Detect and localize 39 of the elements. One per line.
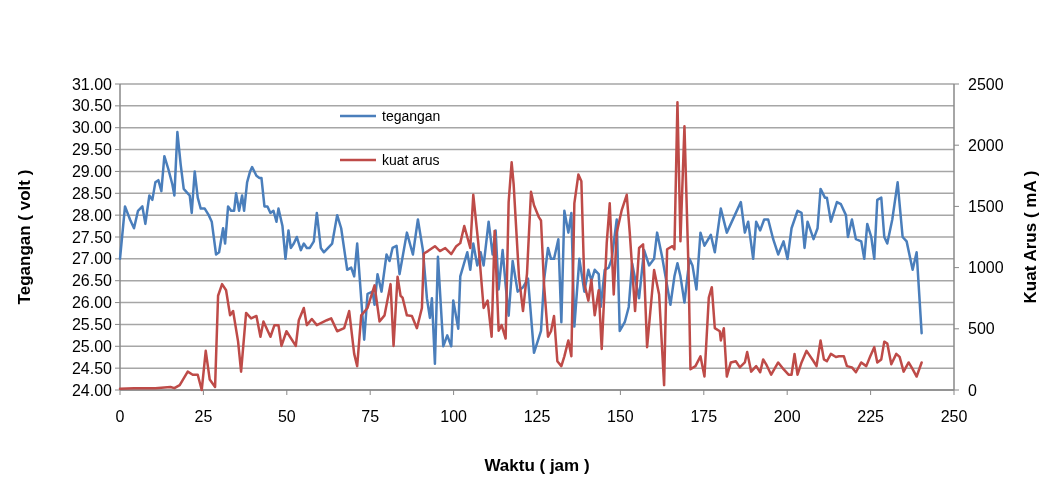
x-tick-label: 250 [940, 408, 968, 425]
y2-tick-label: 2500 [968, 75, 1004, 93]
y-tick-label: 30.50 [71, 97, 113, 115]
x-tick-label: 75 [361, 408, 380, 425]
y-tick-label: 30.00 [71, 119, 113, 137]
y-tick-label: 26.50 [71, 272, 113, 290]
y-tick-label: 31.00 [71, 75, 113, 93]
x-tick-label: 25 [194, 408, 213, 425]
line-series [118, 130, 923, 366]
y2-tick-label: 1500 [968, 198, 1004, 215]
y2-tick-label: 1000 [968, 259, 1004, 277]
y2-tick-label: 2000 [968, 136, 1004, 154]
y-tick-label: 29.00 [71, 163, 113, 181]
x-tick-label: 0 [115, 408, 125, 425]
x-tick-label: 225 [857, 408, 885, 425]
y-tick-label: 29.50 [71, 141, 113, 159]
y2-axis-title: Kuat Arus ( mA ) [1021, 170, 1040, 304]
legend-label: kuat arus [382, 151, 440, 168]
y-tick-label: 27.00 [71, 250, 113, 268]
y-tick-label: 27.50 [71, 228, 113, 246]
x-tick-label: 50 [277, 408, 296, 425]
x-tick-label: 175 [690, 408, 718, 425]
y2-tick-label: 500 [968, 320, 995, 338]
x-tick-label: 125 [523, 408, 551, 425]
x-axis-title: Waktu ( jam ) [484, 456, 590, 475]
y-tick-label: 24.50 [71, 359, 113, 377]
line-series [118, 101, 923, 392]
y-axis-title: Tegangan ( volt ) [15, 169, 34, 305]
y-tick-label: 26.00 [71, 294, 113, 312]
y2-tick-label: 0 [968, 381, 977, 399]
y-tick-label: 25.00 [71, 337, 113, 355]
y-tick-label: 24.00 [71, 381, 113, 399]
x-tick-label: 200 [773, 408, 801, 425]
y-tick-label: 28.50 [71, 184, 113, 202]
legend-label: tegangan [382, 107, 441, 124]
x-tick-label: 150 [607, 408, 634, 425]
y-tick-label: 25.50 [71, 316, 113, 334]
y-tick-label: 28.00 [71, 206, 113, 224]
x-tick-label: 100 [440, 408, 468, 425]
